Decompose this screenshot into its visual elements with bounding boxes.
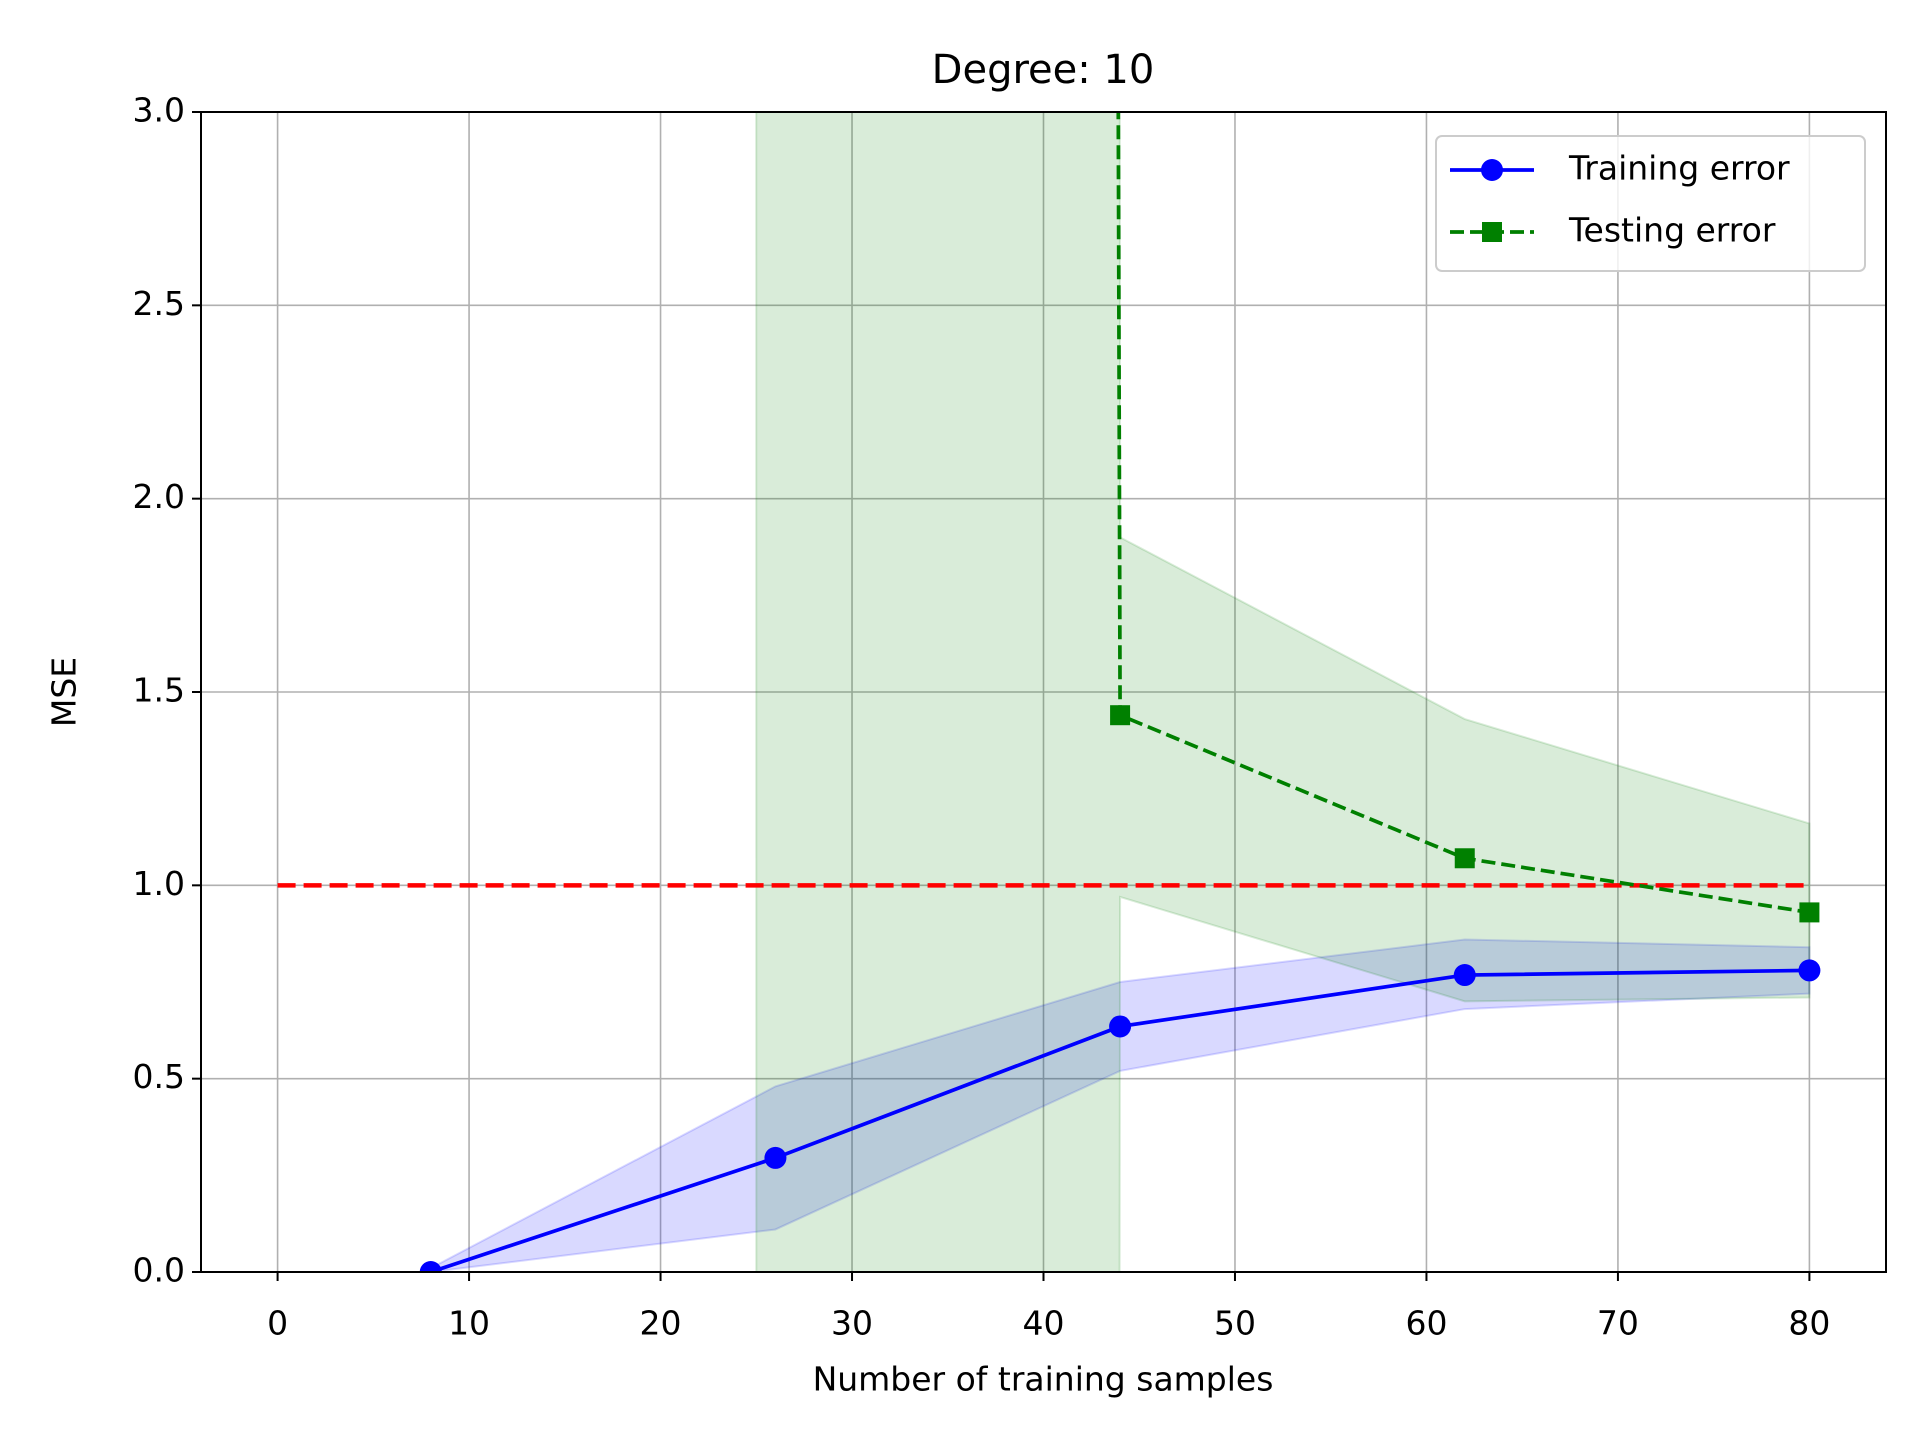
- legend-marker: [1481, 159, 1503, 181]
- error-band: [429, 938, 1811, 1272]
- chart-title: Degree: 10: [932, 47, 1155, 93]
- y-tick-label: 3.0: [133, 91, 185, 130]
- y-tick-label: 2.5: [133, 284, 185, 323]
- x-tick-label: 20: [640, 1304, 682, 1343]
- error-band: [755, 112, 1811, 1272]
- y-axis-label: MSE: [45, 657, 84, 727]
- data-point: [1109, 1015, 1132, 1038]
- data-point: [1110, 705, 1131, 726]
- data-point: [1798, 959, 1821, 982]
- y-tick-label: 2.0: [133, 477, 185, 516]
- plot-area: [277, 112, 1821, 1272]
- y-tick-label: 0.5: [133, 1057, 185, 1096]
- y-tick-label: 1.0: [133, 864, 185, 903]
- data-point: [1453, 964, 1476, 987]
- x-tick-label: 10: [448, 1304, 490, 1343]
- ticks: 0 10 20 30 40 50 60 70 80 0.0 0.5 1.0 1.5 2.0 2.5 3.0: [133, 91, 1831, 1343]
- x-tick-label: 70: [1597, 1304, 1639, 1343]
- x-axis-label: Number of training samples: [813, 1360, 1274, 1399]
- legend-label: Testing error: [1568, 211, 1776, 250]
- x-tick-label: 80: [1788, 1304, 1830, 1343]
- y-tick-label: 1.5: [133, 671, 185, 710]
- x-tick-label: 50: [1214, 1304, 1256, 1343]
- data-point: [1799, 902, 1820, 923]
- y-tick-label: 0.0: [133, 1251, 185, 1290]
- x-tick-label: 40: [1023, 1304, 1065, 1343]
- x-tick-label: 0: [267, 1304, 288, 1343]
- data-point: [1454, 848, 1475, 869]
- x-tick-label: 60: [1405, 1304, 1447, 1343]
- x-tick-label: 30: [831, 1304, 873, 1343]
- legend-box: [1435, 135, 1866, 272]
- data-point: [764, 1146, 787, 1169]
- legend-marker: [1482, 222, 1502, 242]
- data-point: [419, 1261, 442, 1272]
- legend: Training error Testing error: [1435, 135, 1866, 272]
- legend-label: Training error: [1568, 149, 1790, 188]
